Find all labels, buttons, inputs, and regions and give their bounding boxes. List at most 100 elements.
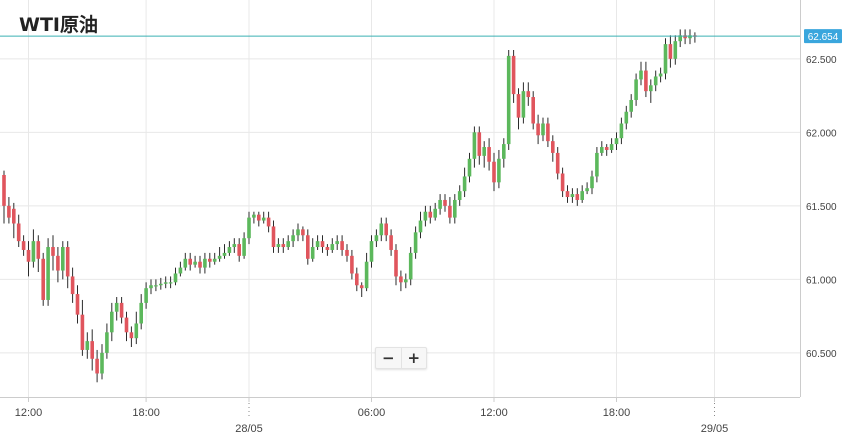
candle-up (46, 247, 50, 300)
candle-down (70, 276, 75, 295)
candle-up (614, 138, 619, 145)
y-tick-label: 61.500 (806, 202, 837, 213)
candle-up (629, 99, 633, 112)
candle-down (428, 211, 433, 218)
zoom-controls: − + (375, 347, 427, 369)
candle-down (271, 226, 276, 248)
candle-down (65, 247, 70, 277)
candle-up (139, 302, 143, 324)
x-tick-label: 18:00 (132, 407, 160, 419)
candle-up (634, 79, 638, 100)
candle-up (595, 152, 599, 177)
zoom-out-button[interactable]: − (381, 348, 395, 367)
candle-up (570, 194, 575, 198)
candle-up (639, 70, 643, 80)
candle-down (306, 235, 310, 259)
candle-down (511, 55, 516, 95)
candle-up (286, 241, 290, 248)
candle-up (134, 323, 139, 339)
candle-up (110, 311, 114, 333)
current-price-label: 62.654 (808, 32, 839, 43)
candle-up (678, 35, 682, 42)
candle-up (506, 55, 511, 145)
candle-down (384, 223, 388, 236)
candle-up (100, 352, 104, 374)
candle-up (212, 258, 217, 262)
zoom-in-button[interactable]: + (400, 348, 427, 368)
candle-down (555, 152, 560, 174)
candle-down (301, 229, 305, 236)
candle-up (276, 244, 281, 248)
candle-up (457, 191, 462, 200)
candle-up (649, 85, 653, 92)
candle-down (345, 249, 349, 256)
candle-down (531, 97, 535, 124)
candle-up (159, 283, 163, 286)
candle-down (266, 217, 271, 227)
candle-down (7, 205, 11, 218)
candle-up (31, 241, 36, 262)
candle-down (16, 223, 21, 242)
x-tick-label: 12:00 (15, 407, 43, 419)
candles (2, 29, 697, 383)
candle-up (462, 176, 467, 192)
candle-down (399, 276, 403, 283)
candle-down (36, 241, 41, 259)
candle-up (114, 302, 119, 312)
candle-up (497, 158, 501, 183)
candle-up (247, 217, 251, 239)
candle-up (404, 279, 408, 283)
candle-up (423, 211, 428, 221)
candle-down (26, 249, 31, 262)
candle-up (433, 208, 437, 218)
candle-up (619, 123, 624, 139)
candle-up (85, 341, 90, 350)
candle-up (203, 258, 207, 268)
candle-down (394, 249, 398, 277)
candle-up (653, 76, 658, 86)
candle-up (521, 91, 526, 118)
candle-up (154, 285, 158, 287)
candle-down (198, 261, 202, 268)
x-tick-label: 18:00 (603, 407, 631, 419)
y-tick-label: 61.000 (806, 275, 837, 286)
candle-down (56, 255, 60, 271)
candle-down (208, 258, 212, 262)
candle-up (688, 35, 692, 39)
candle-down (443, 199, 447, 206)
candle-down (119, 302, 124, 318)
candle-up (663, 44, 668, 74)
x-date-label: 28/05 (235, 423, 263, 435)
candle-up (413, 232, 418, 253)
candle-up (315, 241, 320, 248)
candle-down (2, 174, 6, 206)
candle-up (472, 132, 477, 159)
candle-up (261, 217, 266, 221)
candle-up (183, 258, 188, 268)
candle-down (75, 294, 80, 315)
candle-down (487, 147, 491, 162)
y-tick-label: 62.500 (806, 55, 837, 66)
candle-down (188, 258, 192, 265)
axes: 62.500 62.000 61.500 61.000 60.500 12:00 18:00… (0, 0, 837, 435)
candle-down (355, 273, 359, 286)
current-price-marker: 62.654 (0, 29, 842, 44)
candle-up (61, 247, 65, 271)
candle-down (389, 235, 393, 250)
candle-down (21, 241, 26, 250)
y-tick-label: 62.000 (806, 128, 837, 139)
candle-up (178, 267, 183, 274)
candle-up (580, 191, 584, 200)
candle-down (536, 123, 540, 136)
candle-up (144, 288, 148, 303)
candle-down (551, 141, 555, 153)
candle-down (492, 161, 496, 183)
candle-down (560, 173, 565, 192)
candle-up (252, 214, 256, 218)
candle-up (600, 147, 604, 153)
candle-down (350, 255, 354, 274)
candle-down (644, 70, 648, 92)
candle-down (359, 285, 364, 289)
